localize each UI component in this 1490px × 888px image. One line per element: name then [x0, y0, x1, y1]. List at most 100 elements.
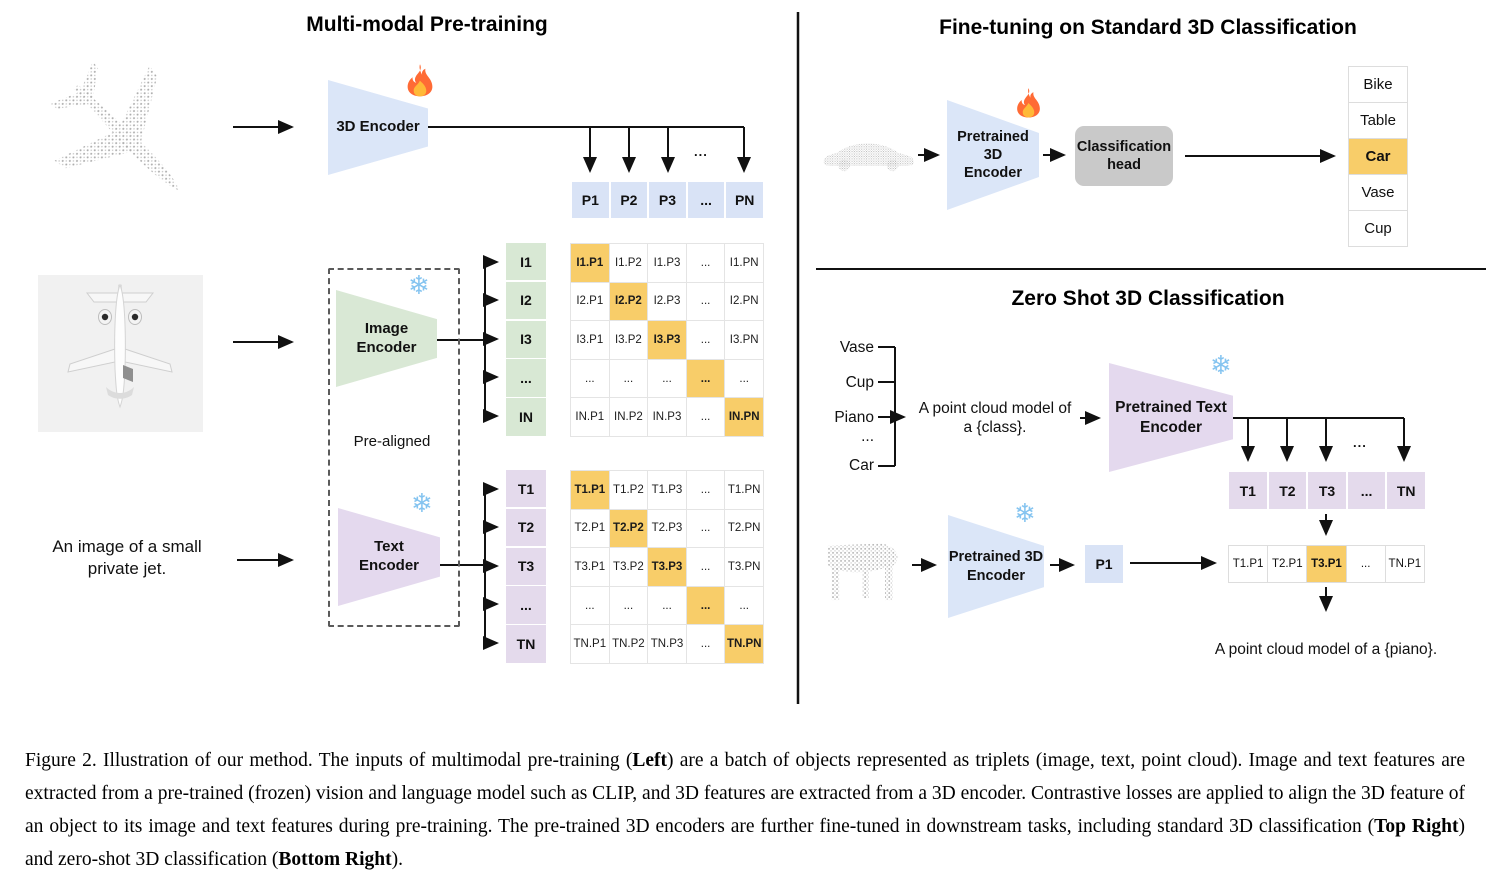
- fire-icon: [407, 64, 433, 97]
- classification-head: Classification head: [1075, 126, 1173, 186]
- ellipsis-label: ...: [694, 144, 708, 159]
- jet-image: [38, 275, 203, 432]
- matrix-cell: ...: [686, 625, 725, 663]
- cell: T2: [506, 508, 546, 547]
- cell: TN.P1: [1384, 545, 1425, 583]
- matrix-cell: T2.P2: [609, 509, 648, 548]
- cell: ...: [687, 182, 725, 218]
- class-label-car: Car: [849, 457, 874, 474]
- p-feature-row: P1 P2 P3... PN: [572, 182, 763, 218]
- matrix-cell: I2.PN: [725, 282, 763, 321]
- cell: T3.P1: [1306, 545, 1347, 583]
- matrix-cell: ...: [686, 471, 725, 509]
- text-point-similarity-matrix: T1.P1 T1.P2 T1.P3... T1.PN T2.P1 T2.P2 T2.P3..…: [570, 470, 764, 664]
- matrix-cell: I1.P1: [571, 244, 609, 282]
- t-feature-column: T1 T2 T3... TN: [506, 470, 546, 663]
- cell: P2: [610, 182, 648, 218]
- cell: Car: [1348, 138, 1408, 175]
- matrix-cell: T3.P2: [609, 548, 648, 586]
- matrix-cell: ...: [609, 586, 648, 625]
- matrix-cell: ...: [686, 548, 725, 586]
- class-label-vase: Vase: [839, 339, 874, 356]
- matrix-cell: T1.PN: [725, 471, 763, 509]
- matrix-cell: I2.P2: [609, 282, 648, 321]
- pretrained-text-encoder-label: Pretrained Text Encoder: [1115, 399, 1227, 436]
- t-text-feature-row: T1 T2 T3... TN: [1229, 472, 1425, 509]
- cell: I1: [506, 243, 546, 281]
- caption-segment: ) are a batch of objects represented as …: [25, 749, 1465, 837]
- pretrained-3d-encoder-label: Pretrained 3D Encoder: [957, 128, 1029, 182]
- cell: ...: [1347, 472, 1386, 509]
- matrix-cell: I2.P1: [571, 282, 609, 321]
- matrix-cell: ...: [648, 359, 686, 398]
- matrix-cell: I3.P2: [609, 321, 648, 359]
- matrix-cell: TN.P2: [609, 625, 648, 663]
- matrix-cell: IN.P3: [648, 398, 686, 436]
- matrix-cell: ...: [571, 359, 609, 398]
- cell: Bike: [1348, 66, 1408, 103]
- matrix-cell: TN.P1: [571, 625, 609, 663]
- caption-segment: Figure 2. Illustration of our method. Th…: [25, 749, 633, 771]
- caption-bold-segment: Bottom Right: [278, 848, 392, 870]
- snowflake-icon: ❄: [1014, 498, 1036, 528]
- class-label-piano: Piano: [834, 409, 874, 426]
- matrix-cell: T1.P3: [648, 471, 686, 509]
- matrix-cell: ...: [686, 282, 725, 321]
- matrix-cell: T3.P3: [648, 548, 686, 586]
- matrix-cell: ...: [686, 359, 725, 398]
- matrix-cell: IN.P1: [571, 398, 609, 436]
- matrix-cell: I3.P1: [571, 321, 609, 359]
- figure-caption: Figure 2. Illustration of our method. Th…: [25, 744, 1465, 876]
- cell: T1: [1229, 472, 1267, 509]
- snowflake-icon: ❄: [411, 488, 433, 518]
- matrix-cell: ...: [725, 586, 763, 625]
- finetune-title: Fine-tuning on Standard 3D Classificatio…: [939, 16, 1357, 39]
- matrix-cell: ...: [686, 586, 725, 625]
- matrix-cell: ...: [725, 359, 763, 398]
- matrix-cell: T3.PN: [725, 548, 763, 586]
- matrix-cell: I3.P3: [648, 321, 686, 359]
- cell: Cup: [1348, 210, 1408, 247]
- cell: T3: [506, 547, 546, 585]
- cell: TN: [506, 625, 546, 663]
- car-point-cloud: [823, 143, 914, 172]
- matrix-cell: I1.P3: [648, 244, 686, 282]
- cell: I3: [506, 320, 546, 358]
- cell: Table: [1348, 102, 1408, 139]
- image-encoder-label: Image Encoder: [356, 319, 417, 356]
- result-text: A point cloud model of a {piano}.: [1214, 641, 1438, 658]
- pretrained-3d-encoder-zeroshot-label: Pretrained 3D Encoder: [948, 549, 1044, 584]
- cell: P3: [649, 182, 686, 218]
- similarity-row: T1.P1 T2.P1 T3.P1... TN.P1: [1228, 545, 1425, 583]
- cell: T1.P1: [1228, 545, 1269, 583]
- matrix-cell: I1.P2: [609, 244, 648, 282]
- cell: T1: [506, 470, 546, 508]
- snowflake-icon: ❄: [408, 270, 430, 300]
- caption-segment: ).: [391, 848, 403, 870]
- matrix-cell: ...: [609, 359, 648, 398]
- matrix-cell: I1.PN: [725, 244, 763, 282]
- i-feature-column: I1 I2 I3... IN: [506, 243, 546, 436]
- text-input-caption: An image of a small private jet.: [52, 537, 202, 578]
- encoder-3d-label: 3D Encoder: [336, 118, 420, 136]
- class-label-ellipsis: ...: [861, 428, 874, 445]
- image-point-similarity-matrix: I1.P1 I1.P2 I1.P3... I1.PN I2.P1 I2.P2 I2.P3..…: [570, 243, 764, 437]
- cell: T2.P1: [1267, 545, 1308, 583]
- fire-icon: [1017, 88, 1040, 118]
- matrix-cell: I3.PN: [725, 321, 763, 359]
- caption-segment: ) and zero-shot 3D classification (: [25, 815, 1465, 870]
- pretrained-3d-encoder-trapezoid: Pretrained 3D Encoder: [947, 100, 1039, 210]
- prealigned-box: [328, 268, 460, 627]
- cell: IN: [506, 398, 546, 436]
- matrix-cell: T2.P1: [571, 509, 609, 548]
- cell: T3: [1308, 472, 1346, 509]
- airplane-point-cloud: [50, 61, 180, 191]
- zeroshot-title: Zero Shot 3D Classification: [1011, 287, 1285, 310]
- matrix-cell: IN.PN: [725, 398, 763, 436]
- cell: T2: [1268, 472, 1307, 509]
- text-encoder-label: Text Encoder: [358, 538, 419, 574]
- prealigned-label: Pre-aligned: [353, 433, 431, 450]
- prompt-text: A point cloud model of a {class}.: [918, 400, 1072, 436]
- matrix-cell: TN.P3: [648, 625, 686, 663]
